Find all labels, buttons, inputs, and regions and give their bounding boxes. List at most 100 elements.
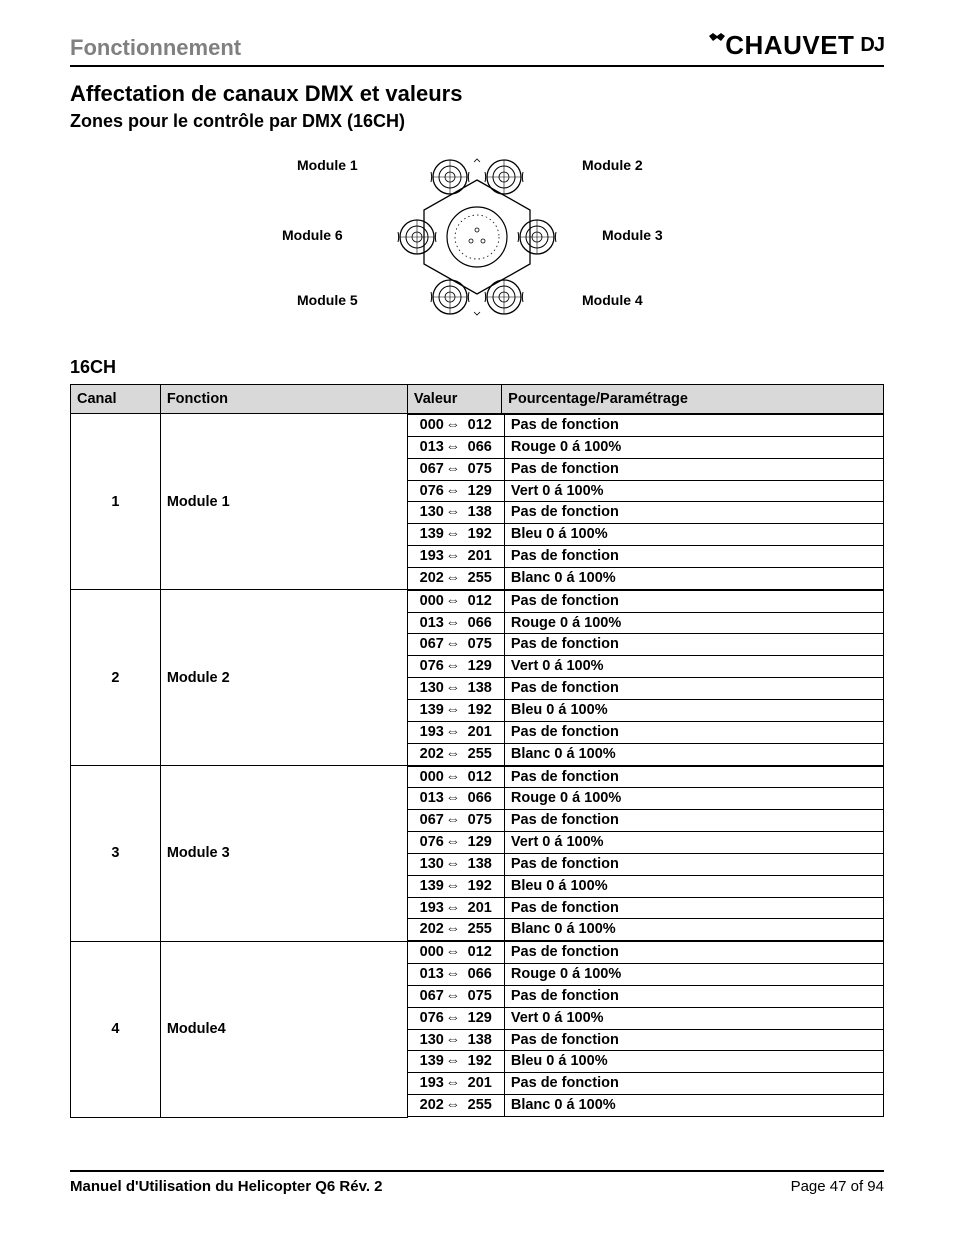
value-row: 139⇔192Bleu 0 á 100%: [408, 1051, 883, 1073]
value-desc: Pas de fonction: [504, 1029, 883, 1051]
value-range: 130⇔138: [408, 1029, 505, 1051]
table-heading: 16CH: [70, 357, 884, 378]
canal-cell: 4: [71, 941, 161, 1117]
value-row: 013⇔066Rouge 0 á 100%: [408, 612, 883, 634]
value-row: 193⇔201Pas de fonction: [408, 546, 883, 568]
value-row: 130⇔138Pas de fonction: [408, 678, 883, 700]
value-row: 202⇔255Blanc 0 á 100%: [408, 919, 883, 941]
th-fonction: Fonction: [160, 385, 407, 414]
module-6-label: Module 6: [282, 227, 343, 243]
value-desc: Pas de fonction: [504, 897, 883, 919]
footer-right: Page 47 of 94: [791, 1178, 884, 1195]
value-range: 139⇔192: [408, 524, 505, 546]
value-range: 076⇔129: [408, 832, 505, 854]
brand-logo: CHAUVET DJ: [707, 30, 884, 61]
canal-cell: 1: [71, 414, 161, 590]
th-pour: Pourcentage/Paramétrage: [502, 385, 884, 414]
value-row: 202⇔255Blanc 0 á 100%: [408, 567, 883, 589]
value-range: 076⇔129: [408, 480, 505, 502]
fonction-cell: Module 1: [160, 414, 407, 590]
brand-name: CHAUVET: [725, 30, 854, 61]
value-desc: Pas de fonction: [504, 502, 883, 524]
value-row: 000⇔012Pas de fonction: [408, 415, 883, 437]
footer-left: Manuel d'Utilisation du Helicopter Q6 Ré…: [70, 1178, 383, 1195]
module-5-label: Module 5: [297, 292, 358, 308]
value-range: 202⇔255: [408, 1095, 505, 1117]
values-cell: 000⇔012Pas de fonction013⇔066Rouge 0 á 1…: [407, 766, 883, 942]
module-2-label: Module 2: [582, 157, 643, 173]
value-range: 013⇔066: [408, 964, 505, 986]
value-desc: Blanc 0 á 100%: [504, 567, 883, 589]
value-row: 193⇔201Pas de fonction: [408, 1073, 883, 1095]
th-canal: Canal: [71, 385, 161, 414]
brand-suffix: DJ: [860, 34, 884, 57]
value-row: 000⇔012Pas de fonction: [408, 590, 883, 612]
value-row: 202⇔255Blanc 0 á 100%: [408, 1095, 883, 1117]
value-row: 067⇔075Pas de fonction: [408, 634, 883, 656]
value-desc: Vert 0 á 100%: [504, 480, 883, 502]
value-row: 139⇔192Bleu 0 á 100%: [408, 699, 883, 721]
value-row: 000⇔012Pas de fonction: [408, 766, 883, 788]
value-row: 067⇔075Pas de fonction: [408, 458, 883, 480]
value-range: 013⇔066: [408, 612, 505, 634]
page-footer: Manuel d'Utilisation du Helicopter Q6 Ré…: [70, 1170, 884, 1195]
value-desc: Pas de fonction: [504, 678, 883, 700]
value-row: 193⇔201Pas de fonction: [408, 721, 883, 743]
value-desc: Pas de fonction: [504, 766, 883, 788]
values-cell: 000⇔012Pas de fonction013⇔066Rouge 0 á 1…: [407, 590, 883, 766]
value-desc: Blanc 0 á 100%: [504, 743, 883, 765]
module-diagram: Module 1 Module 2 Module 6 Module 3 Modu…: [70, 142, 884, 337]
value-desc: Vert 0 á 100%: [504, 832, 883, 854]
value-desc: Pas de fonction: [504, 810, 883, 832]
value-range: 067⇔075: [408, 810, 505, 832]
value-desc: Rouge 0 á 100%: [504, 612, 883, 634]
value-range: 000⇔012: [408, 415, 505, 437]
table-row: 1Module 1000⇔012Pas de fonction013⇔066Ro…: [71, 414, 884, 590]
value-row: 130⇔138Pas de fonction: [408, 853, 883, 875]
value-row: 130⇔138Pas de fonction: [408, 1029, 883, 1051]
value-row: 076⇔129Vert 0 á 100%: [408, 1007, 883, 1029]
value-desc: Blanc 0 á 100%: [504, 919, 883, 941]
value-row: 067⇔075Pas de fonction: [408, 985, 883, 1007]
value-row: 013⇔066Rouge 0 á 100%: [408, 788, 883, 810]
value-range: 000⇔012: [408, 766, 505, 788]
value-desc: Vert 0 á 100%: [504, 656, 883, 678]
page-title: Affectation de canaux DMX et valeurs: [70, 81, 884, 107]
value-desc: Rouge 0 á 100%: [504, 964, 883, 986]
value-row: 139⇔192Bleu 0 á 100%: [408, 875, 883, 897]
value-range: 067⇔075: [408, 985, 505, 1007]
canal-cell: 2: [71, 590, 161, 766]
value-range: 202⇔255: [408, 567, 505, 589]
value-desc: Bleu 0 á 100%: [504, 699, 883, 721]
module-3-label: Module 3: [602, 227, 663, 243]
value-range: 193⇔201: [408, 721, 505, 743]
value-range: 130⇔138: [408, 502, 505, 524]
value-desc: Pas de fonction: [504, 942, 883, 964]
value-range: 000⇔012: [408, 942, 505, 964]
values-cell: 000⇔012Pas de fonction013⇔066Rouge 0 á 1…: [407, 941, 883, 1117]
module-1-label: Module 1: [297, 157, 358, 173]
value-range: 202⇔255: [408, 743, 505, 765]
section-heading: Fonctionnement: [70, 35, 241, 61]
value-row: 076⇔129Vert 0 á 100%: [408, 832, 883, 854]
value-desc: Bleu 0 á 100%: [504, 875, 883, 897]
value-desc: Pas de fonction: [504, 853, 883, 875]
value-desc: Pas de fonction: [504, 546, 883, 568]
value-desc: Pas de fonction: [504, 721, 883, 743]
value-row: 193⇔201Pas de fonction: [408, 897, 883, 919]
page-header: Fonctionnement CHAUVET DJ: [70, 30, 884, 67]
value-row: 139⇔192Bleu 0 á 100%: [408, 524, 883, 546]
value-desc: Bleu 0 á 100%: [504, 524, 883, 546]
table-row: 4Module4000⇔012Pas de fonction013⇔066Rou…: [71, 941, 884, 1117]
value-desc: Pas de fonction: [504, 634, 883, 656]
value-desc: Bleu 0 á 100%: [504, 1051, 883, 1073]
fonction-cell: Module 2: [160, 590, 407, 766]
value-desc: Pas de fonction: [504, 1073, 883, 1095]
value-range: 067⇔075: [408, 458, 505, 480]
value-desc: Pas de fonction: [504, 985, 883, 1007]
value-range: 067⇔075: [408, 634, 505, 656]
value-desc: Blanc 0 á 100%: [504, 1095, 883, 1117]
value-range: 130⇔138: [408, 678, 505, 700]
value-range: 139⇔192: [408, 875, 505, 897]
page-subtitle: Zones pour le contrôle par DMX (16CH): [70, 111, 884, 132]
